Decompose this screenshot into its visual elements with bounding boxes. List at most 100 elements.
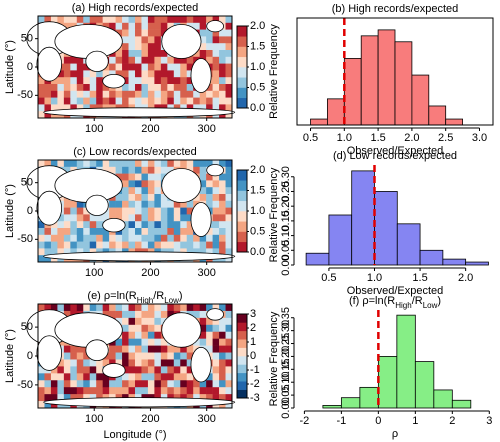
colorbar-swatch [237, 77, 247, 88]
map-cell [186, 200, 194, 208]
map-cell [154, 63, 162, 71]
map-cell [193, 310, 200, 319]
map-cell [193, 90, 200, 98]
map-cell [109, 97, 116, 105]
land [43, 397, 236, 408]
map-cell [212, 36, 220, 44]
map-cell [128, 77, 136, 85]
map-cell [180, 160, 188, 168]
map-cell [115, 97, 123, 105]
map-cell [141, 310, 149, 319]
map-cell [160, 63, 168, 71]
y-tick-label: 0.10 [280, 371, 292, 392]
map-cell [63, 380, 71, 388]
map-cell [160, 84, 168, 92]
map-cell [115, 50, 123, 58]
map-cell [135, 324, 142, 333]
map-cell [186, 70, 194, 78]
x-tick-label: 200 [141, 267, 159, 279]
title-part: (f) ρ=ln(R [349, 295, 395, 307]
plot-frame [296, 17, 494, 126]
map-cell [135, 331, 142, 339]
map-cell [186, 214, 194, 222]
map-cell [206, 90, 213, 98]
map-cell [135, 380, 142, 388]
map-cell [180, 366, 188, 374]
map-cell [128, 200, 136, 208]
y-tick-label: -50 [17, 379, 33, 391]
y-axis-label: Latitude (°) [4, 329, 16, 383]
map-cell [70, 63, 78, 71]
map-cell [219, 241, 226, 249]
map-cell [128, 63, 136, 71]
map-cell [135, 317, 142, 326]
colorbar-swatch [237, 322, 247, 332]
map-cell [102, 310, 110, 319]
map-cell [141, 22, 149, 30]
map-cell [173, 70, 181, 78]
colorbar-swatch [237, 87, 247, 99]
x-tick-label: 1.0 [337, 132, 352, 144]
histogram-bar [377, 356, 398, 409]
map-cell [122, 16, 129, 24]
map-cell [76, 352, 84, 360]
map-cell [225, 359, 233, 367]
map-cell [219, 173, 226, 181]
map-cell [199, 248, 207, 256]
map-cell [212, 241, 220, 249]
map-cell [38, 380, 45, 388]
map-cell [135, 84, 142, 92]
map-cell [89, 214, 97, 222]
map-cell [102, 234, 110, 242]
map-cell [141, 90, 149, 98]
map-cell [180, 373, 188, 381]
title-subscript: Low [164, 296, 179, 305]
map-cell [154, 160, 162, 168]
map-cell [122, 194, 129, 202]
map-cell [167, 359, 175, 367]
map-cell [225, 338, 233, 346]
map-cell [38, 90, 45, 98]
map-cell [44, 248, 52, 256]
map-cell [154, 166, 162, 174]
map-cell [206, 331, 213, 339]
map-cell [38, 304, 45, 312]
land [36, 46, 63, 82]
map-cell [89, 221, 97, 229]
map-cell [128, 324, 136, 333]
colorbar-tick-label: 3 [250, 308, 256, 320]
map-cell [160, 214, 168, 222]
map-cell [219, 324, 226, 333]
map-cell [173, 214, 181, 222]
map-cell [102, 214, 110, 222]
land [161, 168, 202, 203]
map-cell [212, 221, 220, 229]
y-tick-label: 0.00 [280, 397, 292, 418]
map-cell [128, 56, 136, 64]
x-axis-label: Longitude (°) [103, 429, 166, 441]
map-cell [38, 255, 45, 263]
map-cell [63, 228, 71, 236]
map-cell [167, 200, 175, 208]
map-cell [102, 166, 110, 174]
map-cell [212, 366, 220, 374]
map-cell [212, 324, 220, 333]
y-tick-label: 0.25 [280, 181, 292, 202]
map-cell [199, 380, 207, 388]
title-part: (e) ρ=ln(R [87, 290, 136, 302]
map-cell [50, 104, 58, 112]
histogram-bar [414, 361, 435, 409]
y-tick-label: -50 [17, 233, 33, 245]
title-part: (a) High records/expected [72, 2, 199, 14]
map-cell [186, 207, 194, 215]
map-cell [128, 16, 136, 24]
map-cell [212, 63, 220, 71]
map-cell [167, 207, 175, 215]
map-cell [122, 214, 129, 222]
land [161, 312, 202, 348]
map-cell [76, 394, 84, 402]
map-cell [38, 248, 45, 256]
map-cell [167, 16, 175, 24]
map-cell [225, 248, 233, 256]
